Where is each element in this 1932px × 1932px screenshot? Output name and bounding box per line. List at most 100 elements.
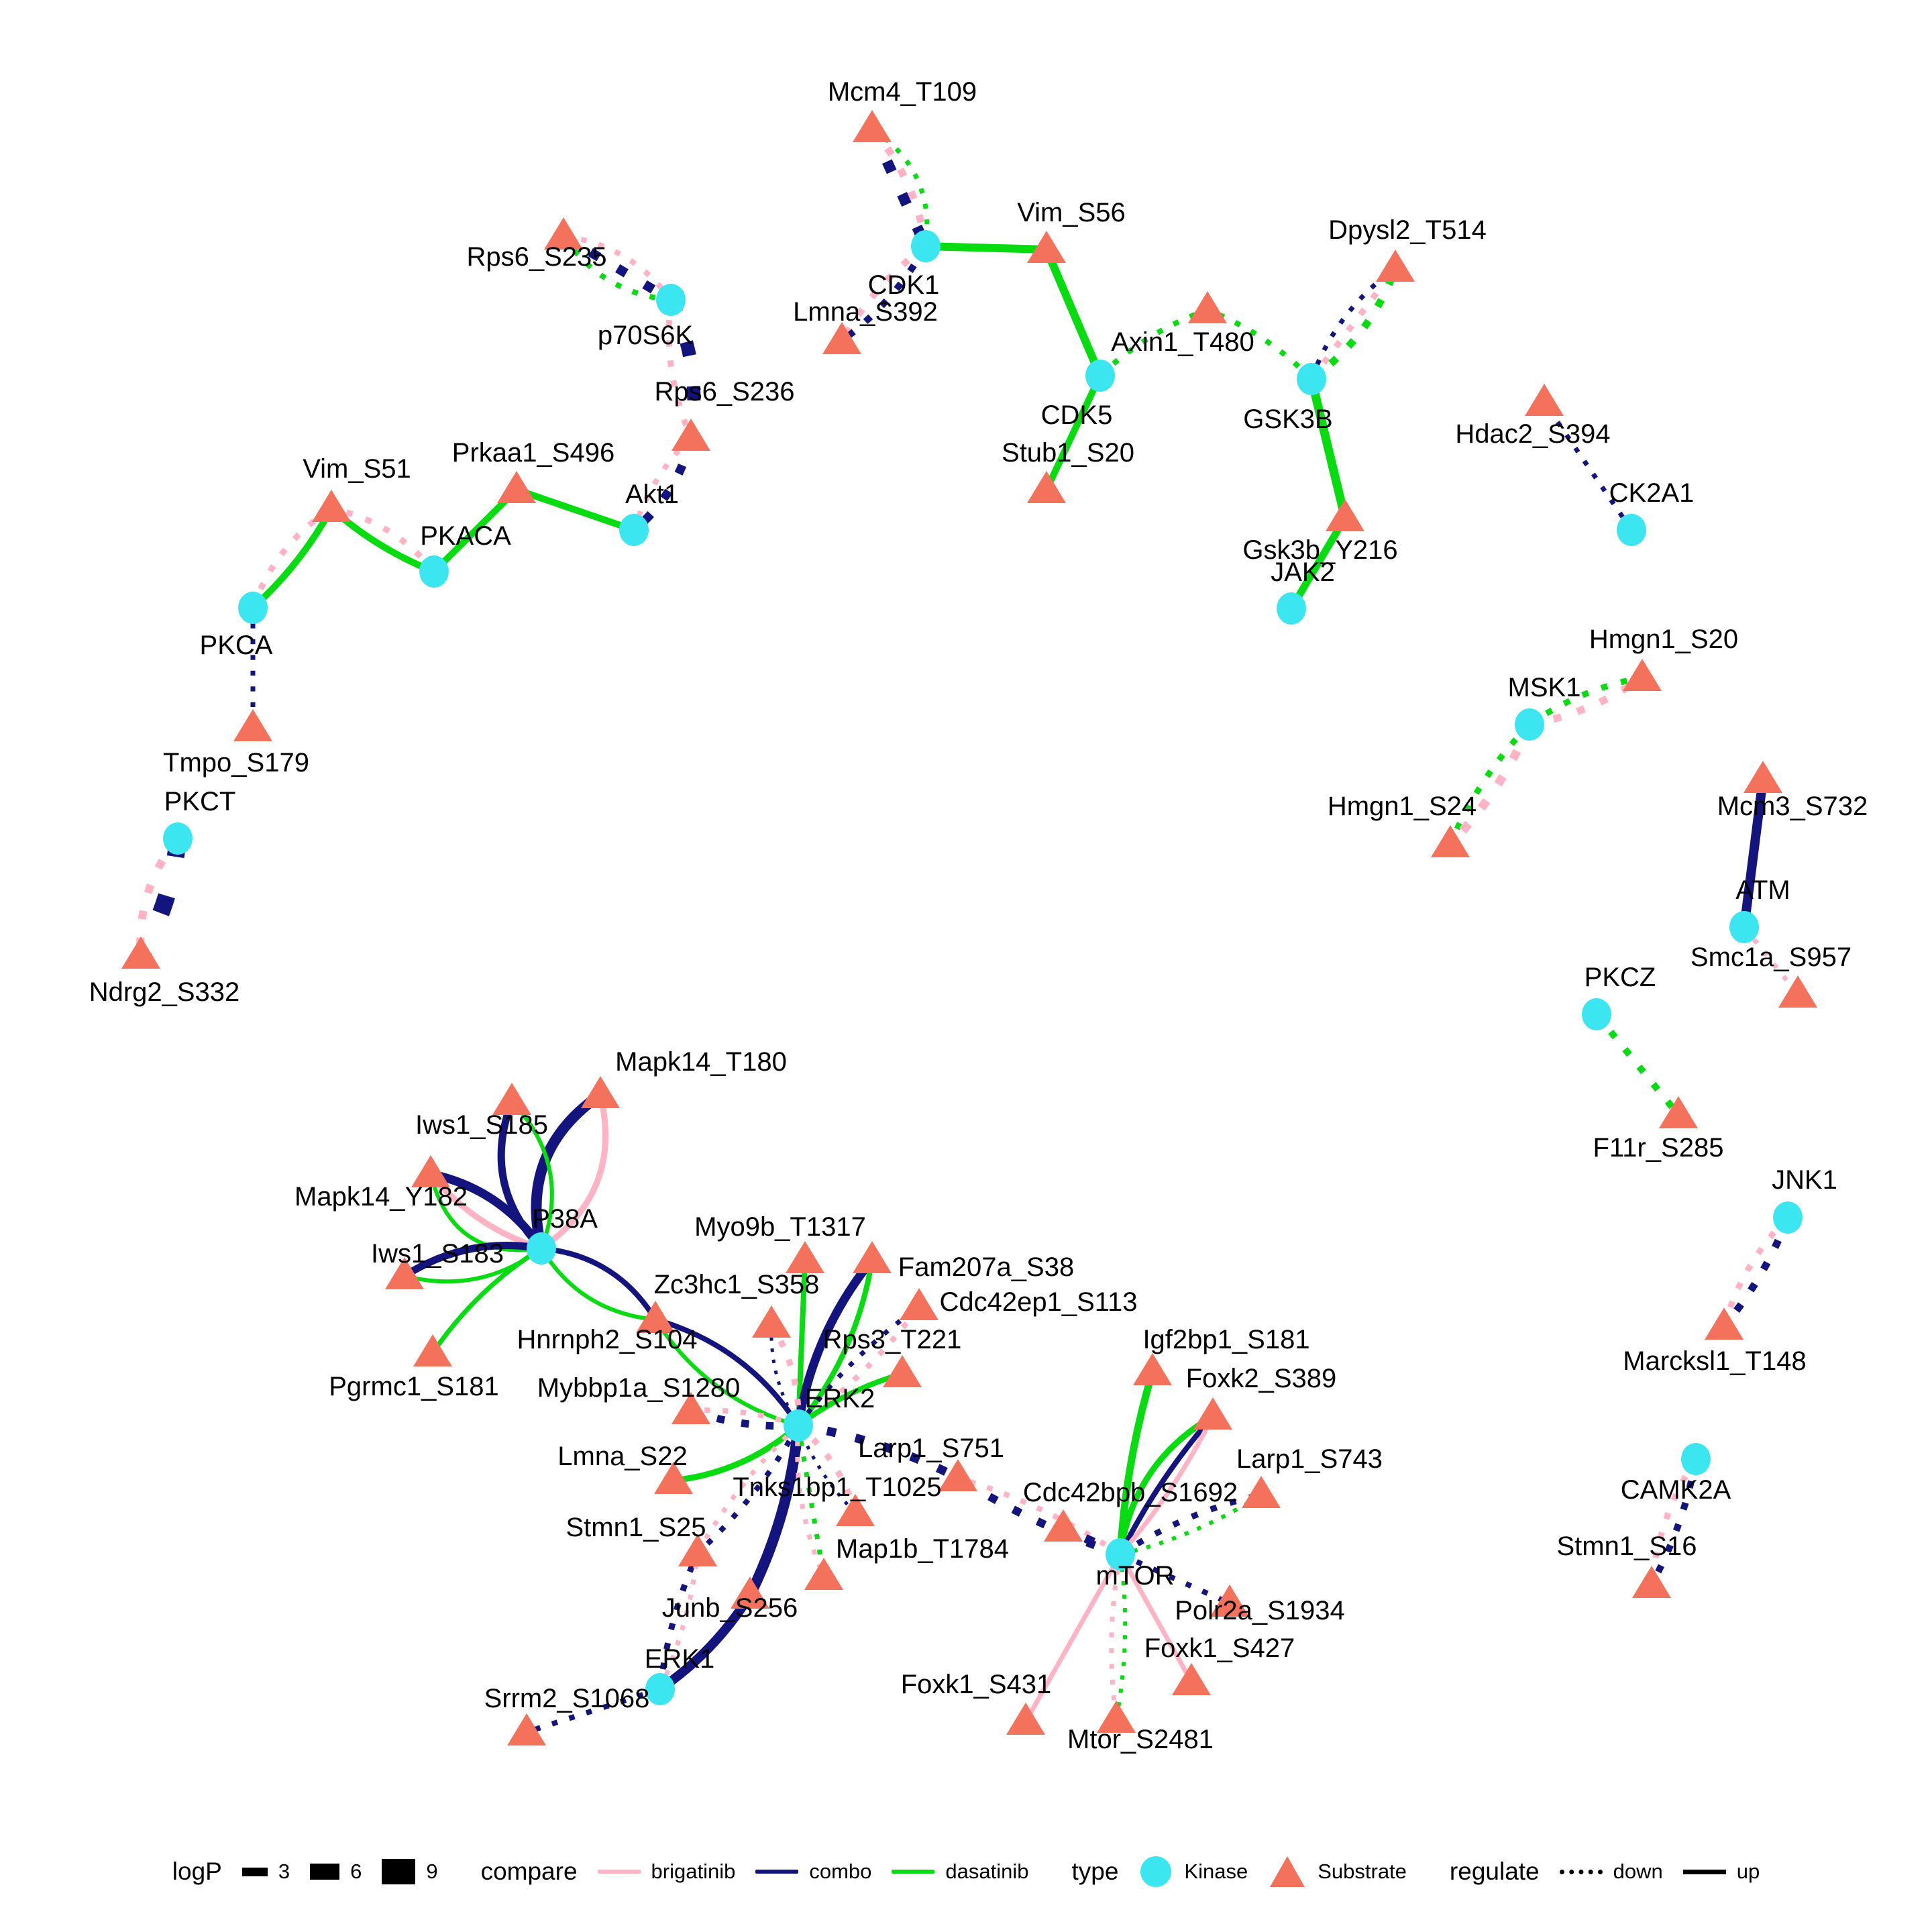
legend-logp-item-3: 3 <box>241 1860 290 1884</box>
node-substrate-Pgrmc1_S181 <box>413 1334 452 1366</box>
node-label-Smc1a_S957: Smc1a_S957 <box>1690 943 1851 972</box>
node-kinase-PKCA <box>238 592 268 624</box>
edge-P38A--Iws1_S183-combo-up <box>402 1242 542 1279</box>
edge-PKACA--Vim_S51-brigatinib-down <box>331 505 437 574</box>
combo-label: combo <box>809 1860 872 1883</box>
node-label-Zc3hc1_S358: Zc3hc1_S358 <box>654 1270 820 1299</box>
node-substrate-Dpysl2_T514 <box>1376 250 1415 282</box>
edge-mTOR--Foxk1_S427-brigatinib-up <box>1118 1553 1194 1683</box>
substrate-label: Substrate <box>1318 1860 1407 1883</box>
node-substrate-Mybbp1a_S1280 <box>672 1392 710 1424</box>
node-substrate-Smc1a_S957 <box>1778 975 1817 1008</box>
node-substrate-Mapk14_Y182 <box>411 1155 450 1187</box>
edge-ERK2--Fam207a_S38-combo-up <box>794 1256 876 1427</box>
legend-regulate-title: regulate <box>1449 1858 1540 1885</box>
node-substrate-Rps6_S236 <box>672 419 710 451</box>
node-label-Lmna_S392: Lmna_S392 <box>793 297 938 327</box>
node-label-Hmgn1_S20: Hmgn1_S20 <box>1589 625 1738 654</box>
node-label-JNK1: JNK1 <box>1772 1165 1837 1195</box>
logp-label-3: 3 <box>278 1860 290 1883</box>
node-label-ATM: ATM <box>1735 875 1790 905</box>
edge-P38A--Pgrmc1_S181-dasatinib-up <box>431 1246 543 1354</box>
edge-ERK2--Junb_S256-combo-up <box>745 1425 804 1598</box>
legend-logp-item-6: 6 <box>310 1860 362 1884</box>
node-label-Mcm3_S732: Mcm3_S732 <box>1717 792 1868 821</box>
node-substrate-Marcksl1_T148 <box>1705 1307 1743 1340</box>
node-label-Marcksl1_T148: Marcksl1_T148 <box>1623 1346 1806 1376</box>
node-substrate-Tnks1bp1_T1025 <box>836 1494 875 1526</box>
node-label-Igf2bp1_S181: Igf2bp1_S181 <box>1142 1325 1309 1354</box>
edge-P38A--Hnrnph2_S104-combo-up <box>541 1246 658 1322</box>
legend-logp-title: logP <box>172 1858 222 1885</box>
edges-layer <box>133 126 1800 1735</box>
edge-ERK2--Mybbp1a_S1280-brigatinib-down <box>690 1407 800 1428</box>
node-label-ERK2: ERK2 <box>805 1384 875 1413</box>
node-label-Fam207a_S38: Fam207a_S38 <box>898 1252 1074 1282</box>
node-label-Rps3_T221: Rps3_T221 <box>823 1325 962 1354</box>
up-label: up <box>1736 1860 1760 1883</box>
edge-Rps6_S235--p70S6K-brigatinib-down <box>563 233 674 302</box>
nodes-layer <box>121 110 1817 1746</box>
edge-ERK2--Map1b_T1784-dasatinib-down <box>796 1425 826 1577</box>
node-substrate-Polr2a_S1934 <box>1210 1585 1249 1617</box>
node-kinase-P38A <box>527 1232 556 1265</box>
node-label-CK2A1: CK2A1 <box>1609 478 1695 508</box>
node-label-ERK1: ERK1 <box>645 1644 715 1674</box>
edge-JNK1--Marcksl1_T148-combo-down <box>1721 1216 1792 1329</box>
node-substrate-Foxk1_S431 <box>1006 1703 1045 1735</box>
node-label-MSK1: MSK1 <box>1508 673 1581 702</box>
down-label: down <box>1613 1860 1663 1883</box>
node-label-Larp1_S743: Larp1_S743 <box>1236 1444 1383 1474</box>
logp-bar-large <box>382 1859 416 1884</box>
edge-ERK2--Stmn1_S25-combo-down <box>696 1424 801 1555</box>
node-kinase-ERK1 <box>645 1673 675 1705</box>
node-substrate-Prkaa1_S496 <box>497 471 536 503</box>
edge-Rps6_S235--p70S6K-dasatinib-down <box>561 234 672 303</box>
node-substrate-Mapk14_T180 <box>581 1076 620 1108</box>
node-kinase-CDK5 <box>1085 360 1115 392</box>
edge-GSK3B--Dpysl2_T514-combo-down <box>1309 266 1397 380</box>
edge-mTOR--Foxk1_S431-brigatinib-up <box>1023 1553 1123 1723</box>
edge-JNK1--Marcksl1_T148-brigatinib-down <box>1721 1215 1790 1328</box>
edge-GSK3B--Dpysl2_T514-brigatinib-down <box>1309 266 1398 381</box>
node-kinase-CDK1 <box>911 230 941 262</box>
node-kinase-mTOR <box>1106 1538 1135 1570</box>
edge-CK2A1--Hdac2_S394-combo-down <box>1542 401 1633 531</box>
edge-P38A--Mapk14_Y182-combo-up <box>429 1169 545 1251</box>
node-label-Cdc42bpb_S1692: Cdc42bpb_S1692 <box>1023 1478 1238 1507</box>
edge-P38A--Mapk14_Y182-dasatinib-up <box>429 1173 542 1252</box>
node-label-JAK2: JAK2 <box>1271 557 1335 587</box>
edge-ERK1--Stmn1_S25-combo-down <box>657 1552 701 1690</box>
node-substrate-Igf2bp1_S181 <box>1133 1353 1172 1385</box>
edge-MSK1--Hmgn1_S20-dasatinib-down <box>1527 674 1643 727</box>
legend-compare-brigatinib: brigatinib <box>597 1860 735 1884</box>
node-label-GSK3B: GSK3B <box>1243 405 1332 434</box>
edge-ERK2--Fam207a_S38-dasatinib-up <box>796 1259 875 1428</box>
node-label-CDK1: CDK1 <box>868 270 940 300</box>
node-substrate-Mcm3_S732 <box>1743 761 1782 793</box>
node-label-Gsk3b_Y216: Gsk3b_Y216 <box>1242 535 1397 565</box>
node-label-Foxk1_S427: Foxk1_S427 <box>1144 1633 1295 1663</box>
node-substrate-Ndrg2_S332 <box>121 936 160 969</box>
kinase-circle-swatch <box>1140 1856 1172 1887</box>
node-substrate-Iws1_S185 <box>492 1083 531 1115</box>
edge-mTOR--Foxk2_S389-combo-up <box>1118 1414 1216 1556</box>
node-substrate-Vim_S51 <box>312 490 351 522</box>
edge-Akt1--Prkaa1_S496-dasatinib-up <box>515 486 635 533</box>
node-label-Stmn1_S16: Stmn1_S16 <box>1556 1532 1697 1561</box>
node-kinase-CK2A1 <box>1617 514 1646 546</box>
edge-mTOR--Foxk2_S389-dasatinib-up <box>1117 1413 1215 1555</box>
node-label-mTOR: mTOR <box>1095 1561 1174 1591</box>
edge-ERK2--Mybbp1a_S1280-combo-down <box>690 1407 799 1430</box>
legend-group-logp: logP 3 6 9 <box>172 1858 438 1886</box>
node-label-Rps6_S236: Rps6_S236 <box>654 377 794 407</box>
node-label-Mtor_S2481: Mtor_S2481 <box>1067 1725 1214 1754</box>
legend-group-regulate: regulate down up <box>1450 1858 1760 1886</box>
node-label-Larp1_S751: Larp1_S751 <box>858 1434 1004 1463</box>
edge-ERK1--Junb_S256-combo-up <box>657 1593 754 1693</box>
edge-ERK2--Stmn1_S25-brigatinib-down <box>695 1424 800 1554</box>
node-label-Prkaa1_S496: Prkaa1_S496 <box>452 438 614 468</box>
node-label-P38A: P38A <box>532 1204 598 1234</box>
edge-mTOR--Foxk2_S389-brigatinib-up <box>1118 1415 1216 1556</box>
